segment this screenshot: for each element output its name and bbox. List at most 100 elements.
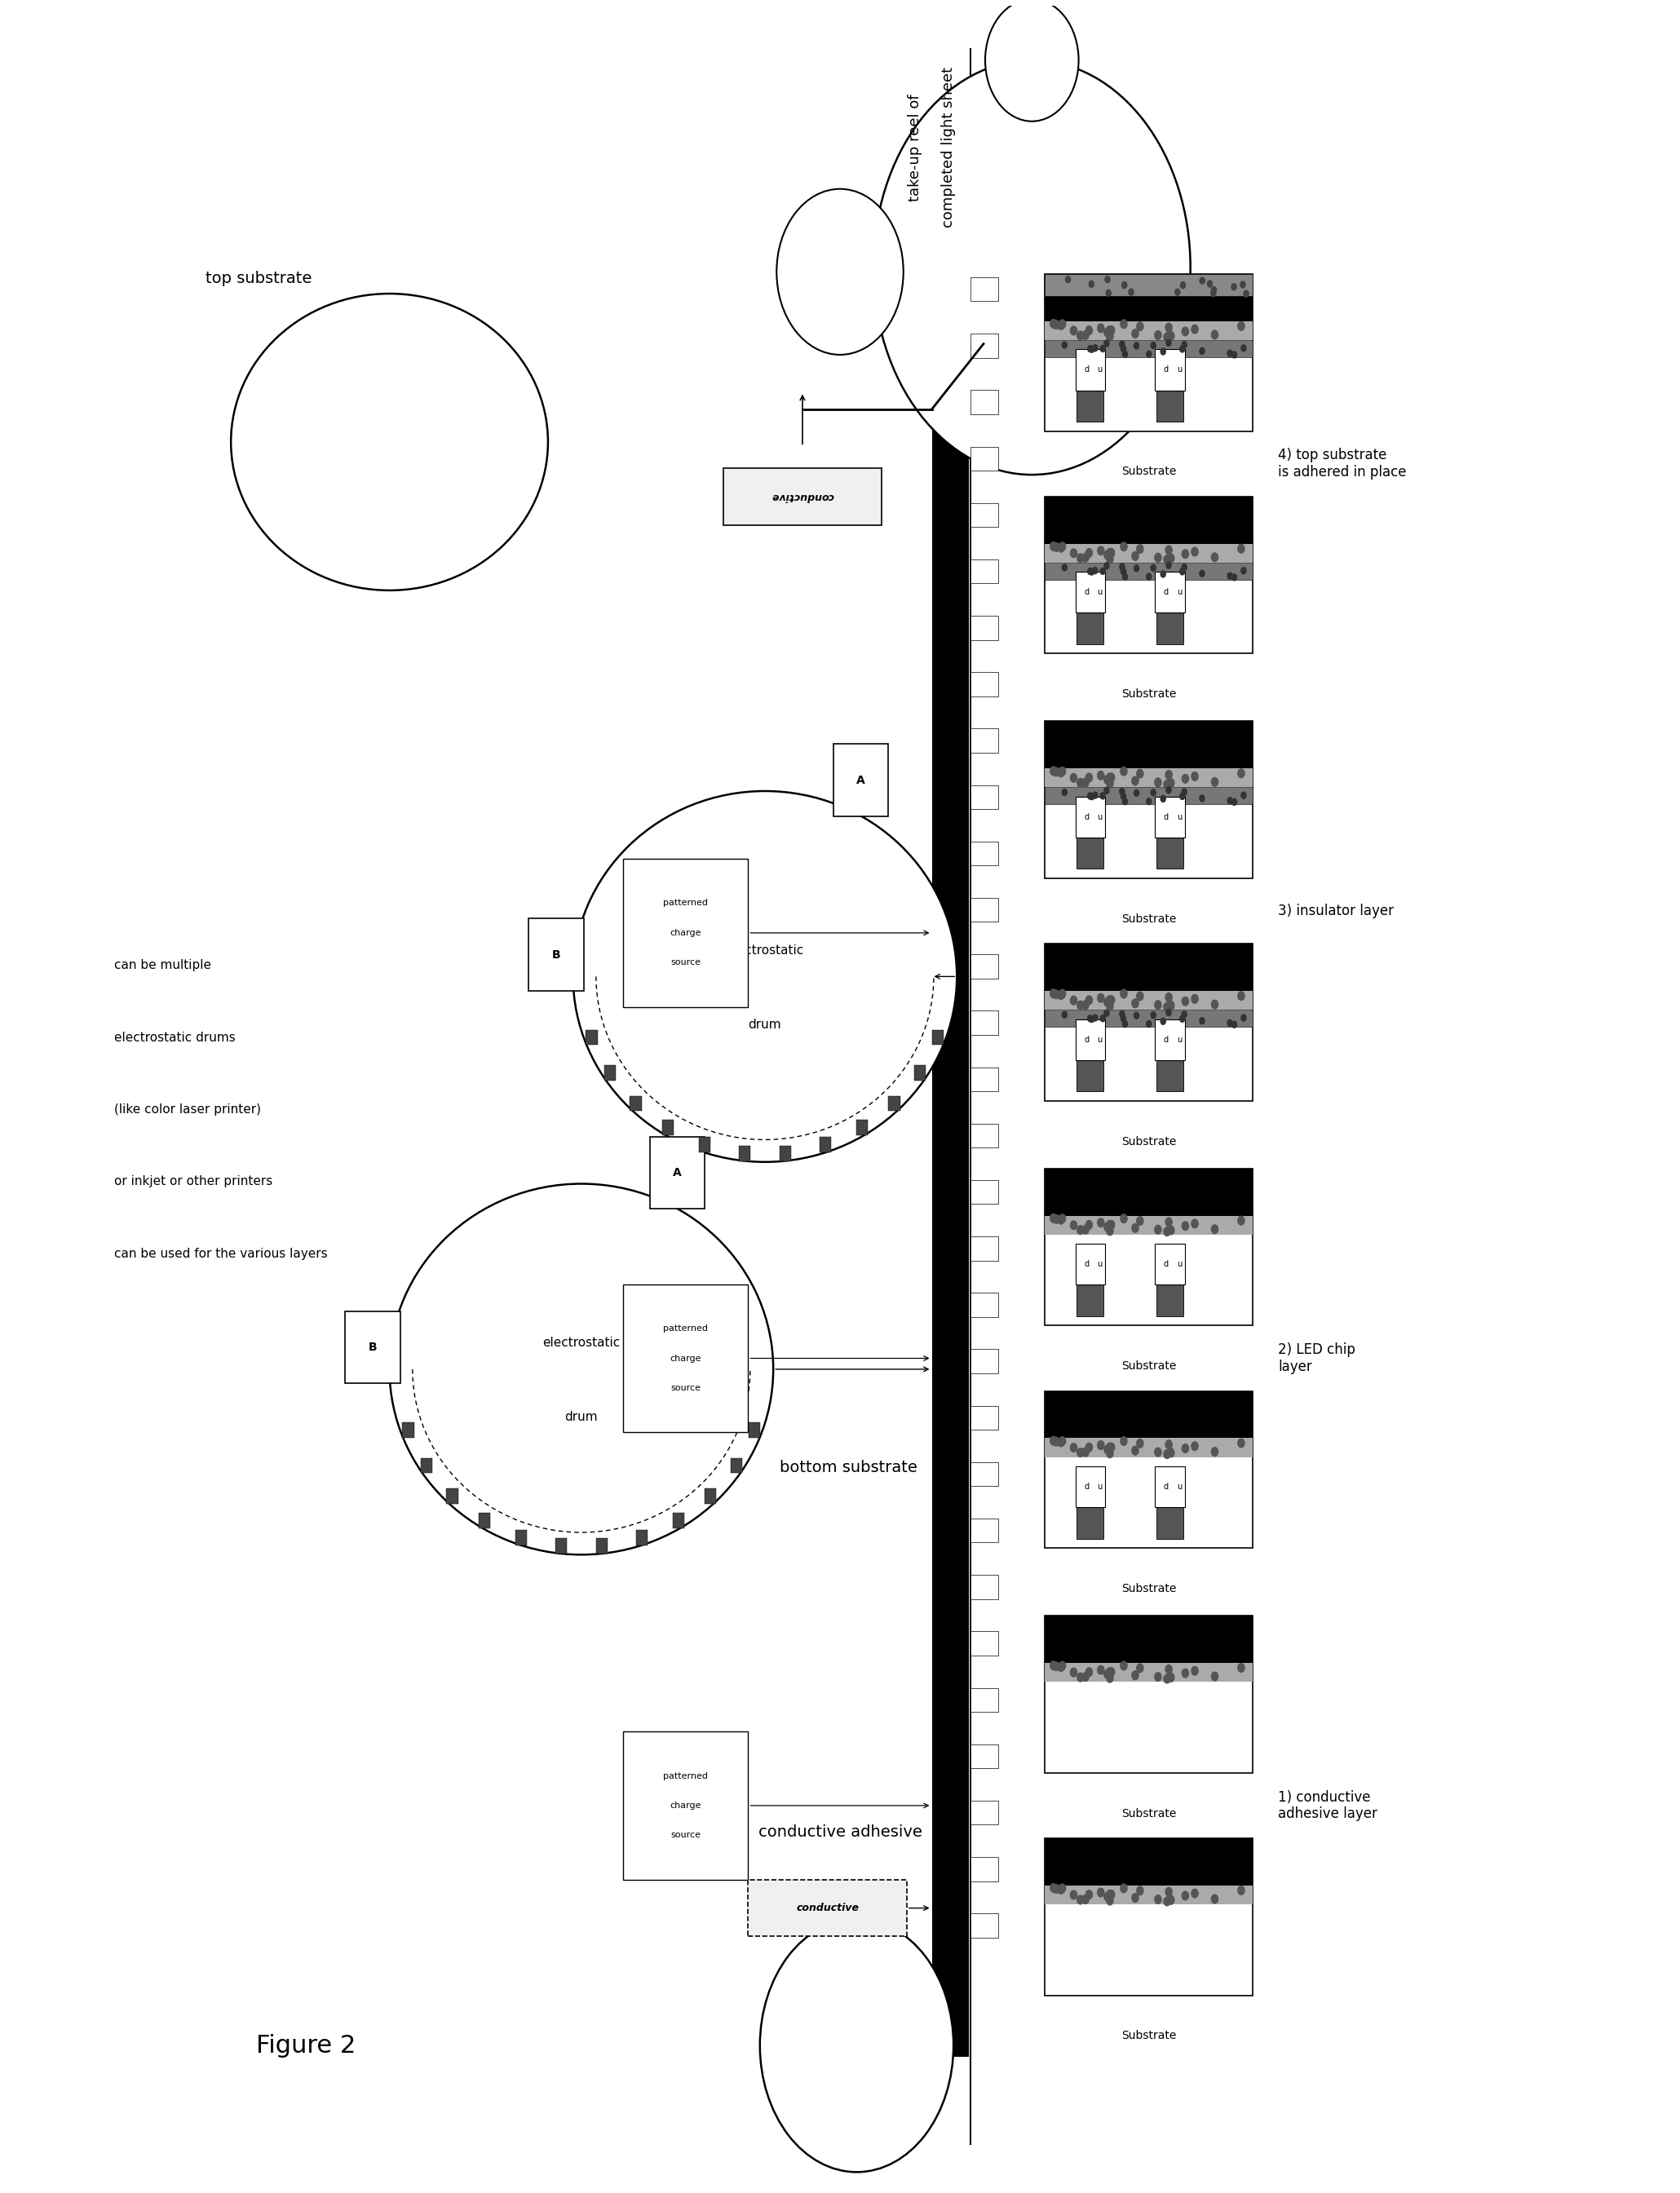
Circle shape [1166, 322, 1173, 331]
Circle shape [1092, 1015, 1097, 1022]
Circle shape [1062, 564, 1067, 570]
Circle shape [1166, 546, 1173, 555]
Circle shape [1168, 1673, 1174, 1682]
Circle shape [1097, 1219, 1104, 1228]
Circle shape [1166, 1009, 1171, 1015]
Circle shape [1211, 779, 1218, 787]
Bar [969, 785, 998, 809]
Circle shape [1077, 1226, 1084, 1235]
Circle shape [1166, 1664, 1173, 1673]
Circle shape [1107, 548, 1114, 557]
Circle shape [1134, 789, 1139, 796]
Circle shape [1191, 1219, 1198, 1228]
Circle shape [1104, 776, 1110, 785]
Text: u: u [1176, 366, 1181, 373]
Text: source: source [670, 958, 701, 967]
Bar [1045, 1390, 1253, 1439]
Circle shape [1179, 568, 1184, 575]
Circle shape [1121, 768, 1127, 776]
Circle shape [1082, 779, 1089, 787]
Circle shape [1105, 276, 1110, 283]
Circle shape [1181, 789, 1186, 796]
Circle shape [1087, 568, 1092, 575]
Circle shape [1243, 289, 1248, 296]
Circle shape [1092, 344, 1097, 351]
Text: Substrate: Substrate [1121, 912, 1176, 925]
Circle shape [1191, 548, 1198, 557]
Circle shape [1085, 1890, 1092, 1899]
Circle shape [1058, 320, 1065, 329]
Circle shape [1211, 289, 1216, 296]
Bar [969, 1689, 998, 1713]
Circle shape [1166, 1447, 1173, 1456]
Circle shape [1089, 346, 1094, 353]
Text: u: u [1176, 1482, 1181, 1491]
Text: u: u [1176, 1035, 1181, 1044]
Text: d: d [1084, 366, 1089, 373]
Circle shape [1050, 768, 1057, 776]
Circle shape [1181, 283, 1186, 289]
Bar [586, 1031, 598, 1046]
Circle shape [1107, 327, 1114, 336]
Circle shape [1107, 779, 1114, 787]
Circle shape [1121, 346, 1126, 353]
Circle shape [1181, 564, 1186, 570]
Circle shape [1154, 1673, 1161, 1682]
Circle shape [1058, 544, 1065, 553]
Circle shape [1132, 776, 1139, 785]
Text: d: d [1164, 1482, 1169, 1491]
Circle shape [1211, 1671, 1218, 1680]
Circle shape [1200, 276, 1205, 283]
Text: 4) top substrate
is adhered in place: 4) top substrate is adhered in place [1278, 447, 1406, 480]
Circle shape [1104, 1445, 1110, 1454]
Bar [344, 1311, 400, 1384]
Bar [731, 1458, 743, 1474]
Text: conductive: conductive [771, 491, 833, 502]
Bar [1045, 768, 1253, 787]
Bar [969, 390, 998, 414]
Circle shape [1211, 1000, 1218, 1009]
Text: top substrate: top substrate [207, 270, 312, 285]
Text: u: u [1097, 1482, 1102, 1491]
Circle shape [1238, 1217, 1245, 1226]
Text: Figure 2: Figure 2 [255, 2033, 356, 2057]
Circle shape [1092, 792, 1097, 798]
Circle shape [1168, 1447, 1174, 1456]
Circle shape [1132, 1893, 1139, 1901]
Bar [969, 333, 998, 357]
Circle shape [1109, 996, 1114, 1004]
Circle shape [1166, 1441, 1173, 1450]
Bar [650, 1136, 706, 1208]
Circle shape [1137, 322, 1144, 331]
Circle shape [1132, 329, 1139, 338]
Circle shape [1211, 553, 1218, 561]
Text: Substrate: Substrate [1121, 2031, 1176, 2042]
Bar [820, 1138, 832, 1151]
Circle shape [1058, 1215, 1065, 1224]
Text: A: A [857, 774, 865, 785]
Circle shape [1058, 1439, 1065, 1447]
Bar [969, 1914, 998, 1939]
Circle shape [1109, 1443, 1114, 1452]
Circle shape [1122, 798, 1127, 805]
Circle shape [1132, 1000, 1139, 1009]
Text: drum: drum [564, 1410, 598, 1423]
Circle shape [1109, 548, 1114, 557]
Text: charge: charge [670, 930, 701, 936]
Circle shape [1137, 1217, 1144, 1226]
Circle shape [1154, 1447, 1161, 1456]
Circle shape [1129, 289, 1134, 296]
Circle shape [1087, 792, 1092, 798]
Circle shape [1105, 289, 1110, 296]
Text: take-up reel of: take-up reel of [907, 94, 922, 202]
Bar [1045, 1838, 1253, 1886]
Circle shape [776, 189, 904, 355]
Text: Substrate: Substrate [1121, 1360, 1176, 1373]
Text: Substrate: Substrate [1121, 465, 1176, 478]
Circle shape [1121, 794, 1126, 800]
Circle shape [1058, 1886, 1065, 1895]
Bar [1045, 1838, 1253, 1996]
Text: completed light sheet: completed light sheet [941, 68, 956, 228]
Bar [1077, 612, 1104, 645]
Circle shape [1211, 1895, 1218, 1904]
